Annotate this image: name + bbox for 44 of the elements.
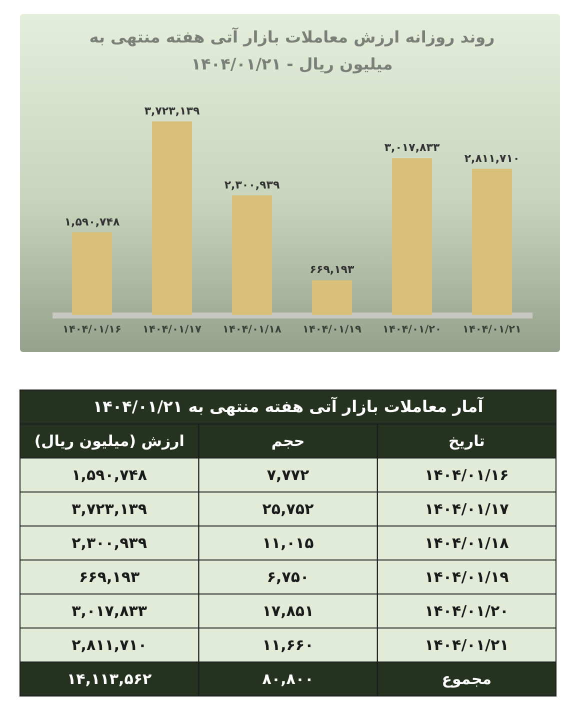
category-label: ۱۴۰۴/۰۱/۲۱	[424, 636, 509, 654]
bar	[152, 121, 192, 315]
data-label: ۷,۷۷۲	[266, 466, 310, 484]
bar	[472, 168, 512, 315]
data-label: ۶۶۹,۱۹۳	[79, 568, 140, 586]
x-tick-label: ۱۴۰۴/۰۱/۲۱	[462, 324, 522, 336]
data-label: ۲,۳۰۰,۹۳۹	[72, 534, 148, 552]
category-label: ۱۴۰۴/۰۱/۲۰	[424, 602, 509, 620]
text: ۱۴,۱۱۳,۵۶۲	[67, 670, 152, 688]
series-label: حجم	[271, 432, 305, 450]
data-label: ۳,۰۱۷,۸۳۳	[72, 602, 148, 620]
text: تاریخ	[448, 432, 485, 450]
x-tick-label: ۱۴۰۴/۰۱/۱۹	[302, 324, 362, 336]
data-label: ۲۵,۷۵۲	[262, 500, 314, 518]
bar	[72, 232, 112, 315]
data-label: ۱,۵۹۰,۷۴۸	[64, 215, 120, 228]
bar	[232, 195, 272, 315]
series-label: ارزش (میلیون ریال)	[34, 432, 184, 450]
text: ۸۰,۸۰۰	[262, 670, 314, 688]
data-label: ۱۷,۸۵۱	[262, 602, 314, 620]
text: مجموع	[442, 670, 492, 688]
data-label: ۲,۸۱۱,۷۱۰	[72, 636, 148, 654]
category-label: ۱۴۰۴/۰۱/۱۹	[424, 568, 509, 586]
x-tick-label: ۱۴۰۴/۰۱/۱۶	[62, 324, 122, 336]
data-label: ۱۱,۶۶۰	[262, 636, 314, 654]
data-label: ۱۱,۰۱۵	[262, 534, 314, 552]
data-label: ۳,۷۲۳,۱۳۹	[144, 104, 200, 118]
data-label: ۳,۷۲۳,۱۳۹	[72, 500, 148, 518]
data-label: ۱,۵۹۰,۷۴۸	[72, 466, 148, 484]
category-label: ۱۴۰۴/۰۱/۱۶	[424, 466, 509, 484]
chart-title: روند روزانه ارزش معاملات بازار آتی هفته منتهی به ۱۴۰۴/۰۱/۲۱ - میلیون ریال	[89, 26, 495, 74]
x-tick-label: ۱۴۰۴/۰۱/۱۸	[222, 324, 282, 336]
data-label: ۳,۰۱۷,۸۳۳	[384, 141, 440, 154]
data-label: ۶۶۹,۱۹۳	[310, 263, 355, 276]
x-tick-label: ۱۴۰۴/۰۱/۲۰	[382, 324, 442, 336]
x-tick-label: ۱۴۰۴/۰۱/۱۷	[142, 324, 202, 336]
data-label: ۶,۷۵۰	[266, 568, 310, 586]
bar	[392, 158, 432, 315]
data-label: ۲,۸۱۱,۷۱۰	[464, 152, 520, 165]
text: آمار معاملات بازار آتی هفته منتهی به ۱۴۰۴/۰۱/۲۱	[92, 396, 484, 416]
category-label: ۱۴۰۴/۰۱/۱۸	[424, 534, 509, 552]
category-label: ۱۴۰۴/۰۱/۱۷	[424, 500, 509, 518]
bar	[312, 280, 352, 315]
data-label: ۲,۳۰۰,۹۳۹	[224, 178, 280, 192]
